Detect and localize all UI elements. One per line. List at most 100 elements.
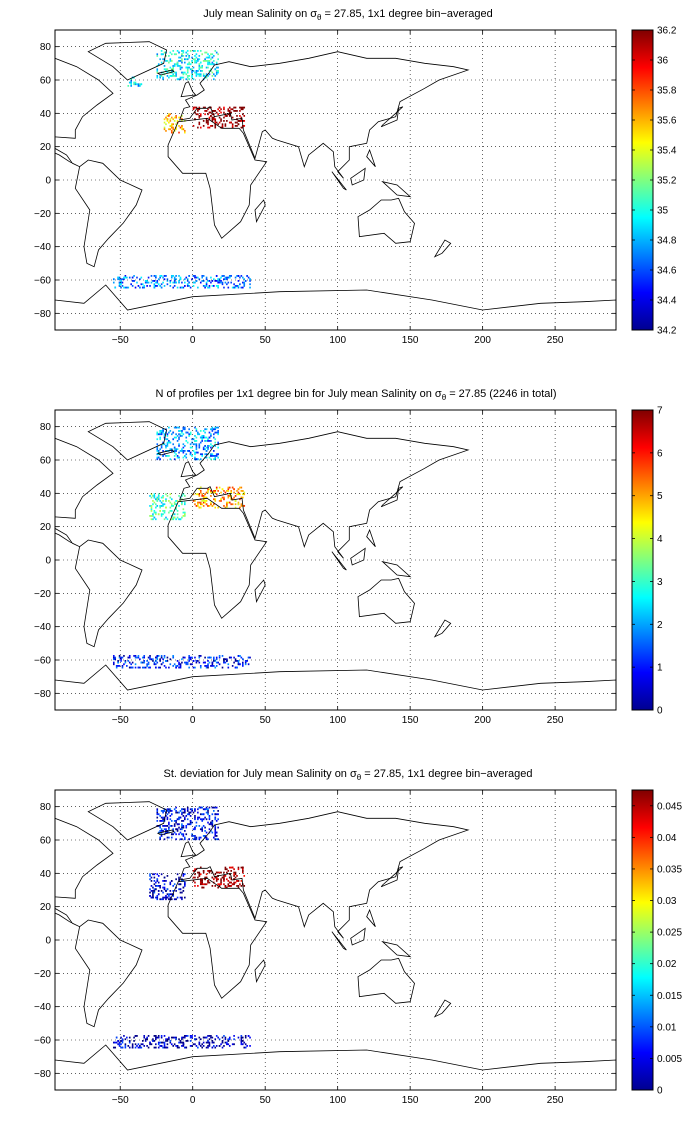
data-cell	[178, 438, 180, 441]
y-tick-label: −40	[34, 242, 51, 253]
data-cell	[226, 871, 228, 874]
data-cell	[214, 458, 217, 461]
coastline-13	[381, 180, 412, 198]
data-cell	[205, 876, 208, 879]
data-cell	[172, 75, 175, 77]
x-tick-label: 200	[474, 715, 491, 726]
data-cell	[131, 1046, 134, 1049]
data-cell	[173, 278, 176, 281]
y-tick-label: −40	[34, 1002, 51, 1013]
data-cell	[210, 125, 212, 127]
heatmap-cells	[112, 806, 251, 1049]
y-tick-label: −60	[34, 276, 51, 287]
data-cell	[198, 501, 201, 504]
data-cell	[186, 663, 189, 666]
data-cell	[170, 123, 173, 126]
data-cell	[223, 1045, 225, 1047]
data-cell	[198, 838, 201, 841]
data-cell	[156, 873, 159, 876]
data-cell	[214, 806, 217, 809]
data-cell	[159, 430, 161, 432]
coastline-9	[380, 866, 404, 888]
data-cell	[215, 71, 218, 74]
data-cell	[231, 108, 234, 111]
data-cell	[199, 490, 202, 492]
data-cell	[227, 666, 230, 669]
data-cell	[215, 70, 218, 72]
data-cell	[124, 276, 127, 279]
data-cell	[156, 656, 159, 659]
panel-profile-count: N of profiles per 1x1 degree bin for Jul…	[34, 388, 663, 726]
data-cell	[172, 286, 175, 289]
data-cell	[159, 438, 161, 441]
data-cell	[163, 128, 166, 131]
data-cell	[156, 446, 159, 449]
coastline-15	[366, 908, 376, 927]
data-cell	[201, 275, 204, 277]
data-cell	[179, 450, 182, 452]
data-cell	[146, 281, 148, 284]
data-cell	[223, 286, 225, 289]
data-cell	[192, 108, 195, 111]
colorbar-gradient	[631, 789, 654, 1091]
x-tick-label: 150	[402, 335, 419, 346]
data-cell	[214, 873, 217, 876]
coastline-0	[55, 57, 114, 168]
data-cell	[218, 871, 221, 874]
data-cell	[214, 456, 217, 459]
data-cell	[128, 666, 131, 669]
data-cell	[213, 450, 215, 452]
data-cell	[184, 131, 186, 134]
data-cell	[181, 448, 183, 451]
data-cell	[162, 430, 164, 432]
data-cell	[165, 896, 167, 899]
data-cell	[157, 1046, 160, 1049]
data-cell	[155, 881, 157, 884]
data-cell	[189, 68, 192, 71]
data-cell	[168, 76, 170, 79]
data-cell	[220, 111, 222, 114]
data-cell	[210, 428, 212, 431]
data-cell	[215, 806, 218, 809]
cluster-southern-ocean	[112, 1035, 251, 1049]
data-cell	[172, 66, 175, 69]
data-cell	[175, 436, 177, 439]
data-cell	[237, 868, 240, 871]
data-cell	[199, 503, 202, 506]
data-cell	[239, 506, 241, 509]
data-cell	[189, 1036, 192, 1039]
data-cell	[197, 885, 199, 887]
data-cell	[168, 61, 170, 64]
data-cell	[205, 121, 208, 124]
data-cell	[185, 661, 188, 664]
data-cell	[217, 883, 219, 886]
data-cell	[231, 883, 234, 886]
data-cell	[179, 56, 182, 59]
data-cell	[185, 55, 188, 57]
data-cell	[169, 501, 172, 504]
data-cell	[234, 285, 237, 287]
data-cell	[191, 68, 193, 71]
data-cell	[156, 500, 159, 502]
data-cell	[178, 56, 180, 59]
data-cell	[217, 281, 219, 284]
data-cell	[224, 866, 227, 869]
data-cell	[210, 821, 212, 824]
data-cell	[186, 66, 189, 69]
colorbar-tick-label: 0.035	[657, 864, 682, 875]
data-cell	[156, 655, 159, 657]
data-cell	[214, 120, 217, 122]
data-cell	[199, 113, 202, 116]
data-cell	[207, 810, 209, 812]
data-cell	[173, 1043, 176, 1046]
x-tick-label: 100	[329, 1095, 346, 1106]
data-cell	[215, 831, 218, 834]
data-cell	[195, 445, 198, 447]
data-cell	[163, 503, 166, 506]
data-cell	[146, 663, 148, 666]
data-cell	[156, 453, 159, 456]
data-cell	[202, 1045, 205, 1047]
data-cell	[228, 275, 231, 277]
data-cell	[166, 816, 169, 819]
data-cell	[130, 283, 132, 286]
